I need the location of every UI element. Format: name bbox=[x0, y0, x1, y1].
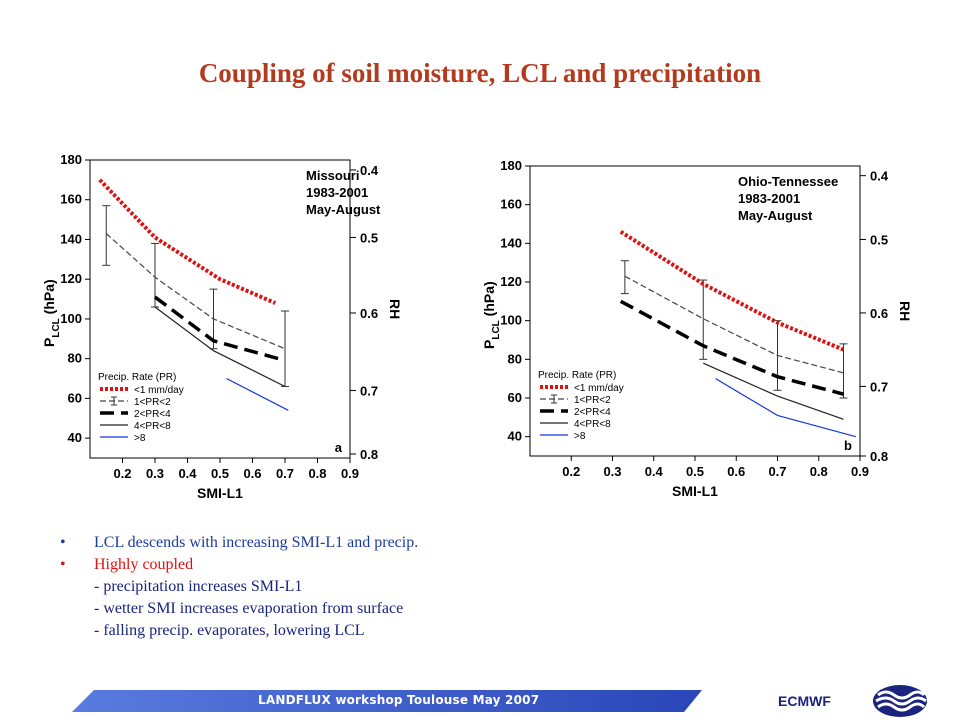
y-tick-label: 180 bbox=[500, 158, 522, 173]
x-tick-label: 0.7 bbox=[768, 464, 786, 479]
y2-tick-label: 0.4 bbox=[360, 163, 379, 178]
x-tick-label: 0.3 bbox=[146, 466, 164, 481]
y-tick-label: 140 bbox=[60, 231, 82, 246]
y-tick-label: 160 bbox=[60, 192, 82, 207]
x-tick-label: 0.4 bbox=[645, 464, 664, 479]
series-line-1 bbox=[619, 230, 845, 352]
y2-tick-label: 0.7 bbox=[870, 379, 888, 394]
y2-axis-label: RH bbox=[897, 301, 913, 321]
x-tick-label: 0.4 bbox=[178, 466, 197, 481]
series-line-4 bbox=[154, 306, 286, 388]
series-line-5 bbox=[715, 378, 857, 438]
sub-point: - falling precip. evaporates, lowering L… bbox=[94, 622, 365, 639]
bullet-marker: • bbox=[60, 534, 66, 551]
footer-bar bbox=[72, 690, 702, 712]
y-axis-label: PLCL (hPa) bbox=[41, 279, 62, 347]
y-tick-label: 180 bbox=[60, 152, 82, 167]
period-label: 1983-2001 bbox=[306, 185, 368, 200]
sub-point: - precipitation increases SMI-L1 bbox=[94, 578, 303, 595]
legend-label: 4<PR<8 bbox=[134, 421, 171, 432]
x-tick-label: 0.5 bbox=[211, 466, 229, 481]
x-tick-label: 0.6 bbox=[727, 464, 745, 479]
panel-label: b bbox=[844, 438, 852, 453]
legend-label: >8 bbox=[574, 431, 586, 442]
period-label: 1983-2001 bbox=[738, 191, 800, 206]
x-tick-label: 0.7 bbox=[276, 466, 294, 481]
x-tick-label: 0.8 bbox=[810, 464, 828, 479]
season-label: May-August bbox=[738, 208, 813, 223]
y-axis-label: PLCL (hPa) bbox=[481, 281, 502, 349]
legend-label: 4<PR<8 bbox=[574, 419, 611, 430]
y-tick-label: 160 bbox=[500, 197, 522, 212]
series-line-3 bbox=[619, 299, 844, 396]
x-axis-label: SMI-L1 bbox=[197, 485, 243, 501]
series-line-2 bbox=[105, 233, 286, 350]
series-line-1 bbox=[98, 178, 277, 305]
legend-title: Precip. Rate (PR) bbox=[538, 370, 616, 381]
season-label: May-August bbox=[306, 202, 381, 217]
x-tick-label: 0.6 bbox=[243, 466, 261, 481]
chart-missouri: 0.2 0.3 0.4 0.5 0.6 0.7 0.8 0.94060801001201401… bbox=[41, 152, 403, 501]
x-axis-label: SMI-L1 bbox=[672, 483, 718, 499]
y-tick-label: 100 bbox=[500, 313, 522, 328]
x-tick-label: 0.3 bbox=[603, 464, 621, 479]
legend-label: <1 mm/day bbox=[574, 383, 624, 394]
series-line-2 bbox=[624, 275, 844, 374]
legend-label: 1<PR<2 bbox=[574, 395, 611, 406]
series-line-5 bbox=[226, 377, 289, 411]
y-tick-label: 140 bbox=[500, 235, 522, 250]
series-line-3 bbox=[153, 295, 279, 361]
panel-label: a bbox=[335, 440, 343, 455]
bullet-text: LCL descends with increasing SMI-L1 and … bbox=[94, 534, 419, 551]
y-tick-label: 120 bbox=[500, 274, 522, 289]
y-tick-label: 80 bbox=[68, 351, 82, 366]
y2-tick-label: 0.8 bbox=[870, 449, 888, 464]
y-tick-label: 100 bbox=[60, 311, 82, 326]
brand-name: ECMWF bbox=[778, 693, 831, 709]
legend-title: Precip. Rate (PR) bbox=[98, 372, 176, 383]
bullet-marker: • bbox=[60, 556, 66, 573]
sub-point: - wetter SMI increases evaporation from … bbox=[94, 600, 404, 617]
y-tick-label: 60 bbox=[508, 390, 522, 405]
y2-tick-label: 0.5 bbox=[870, 232, 888, 247]
x-tick-label: 0.9 bbox=[851, 464, 869, 479]
y-tick-label: 60 bbox=[68, 390, 82, 405]
x-tick-label: 0.8 bbox=[308, 466, 326, 481]
y-tick-label: 40 bbox=[68, 430, 82, 445]
y2-tick-label: 0.6 bbox=[870, 306, 888, 321]
legend-label: 1<PR<2 bbox=[134, 397, 171, 408]
slide-title: Coupling of soil moisture, LCL and preci… bbox=[198, 58, 762, 88]
bullet-list: • LCL descends with increasing SMI-L1 an… bbox=[60, 532, 860, 642]
y2-tick-label: 0.8 bbox=[360, 447, 378, 462]
footer-text: LANDFLUX workshop Toulouse May 2007 bbox=[258, 693, 540, 707]
y2-axis-label: RH bbox=[387, 299, 403, 319]
bullet-text: Highly coupled bbox=[94, 556, 194, 573]
legend-label: >8 bbox=[134, 433, 146, 444]
x-tick-label: 0.2 bbox=[562, 464, 580, 479]
y-tick-label: 120 bbox=[60, 271, 82, 286]
y2-tick-label: 0.4 bbox=[870, 169, 889, 184]
series-line-4 bbox=[703, 362, 844, 420]
legend-label: 2<PR<4 bbox=[574, 407, 611, 418]
y2-tick-label: 0.7 bbox=[360, 383, 378, 398]
bullet-item: • Highly coupled bbox=[60, 554, 860, 576]
x-tick-label: 0.2 bbox=[113, 466, 131, 481]
region-label: Ohio-Tennessee bbox=[738, 174, 838, 189]
ecmwf-logo bbox=[873, 685, 927, 717]
legend-label: <1 mm/day bbox=[134, 385, 184, 396]
y-tick-label: 80 bbox=[508, 351, 522, 366]
x-tick-label: 0.5 bbox=[686, 464, 704, 479]
y2-tick-label: 0.5 bbox=[360, 230, 378, 245]
y2-tick-label: 0.6 bbox=[360, 306, 378, 321]
bullet-item: • LCL descends with increasing SMI-L1 an… bbox=[60, 532, 860, 554]
region-label: Missouri bbox=[306, 168, 359, 183]
chart-ohio-tennessee: 0.2 0.3 0.4 0.5 0.6 0.7 0.8 0.94060801001201401… bbox=[481, 158, 913, 499]
legend-label: 2<PR<4 bbox=[134, 409, 171, 420]
x-tick-label: 0.9 bbox=[341, 466, 359, 481]
y-tick-label: 40 bbox=[508, 429, 522, 444]
